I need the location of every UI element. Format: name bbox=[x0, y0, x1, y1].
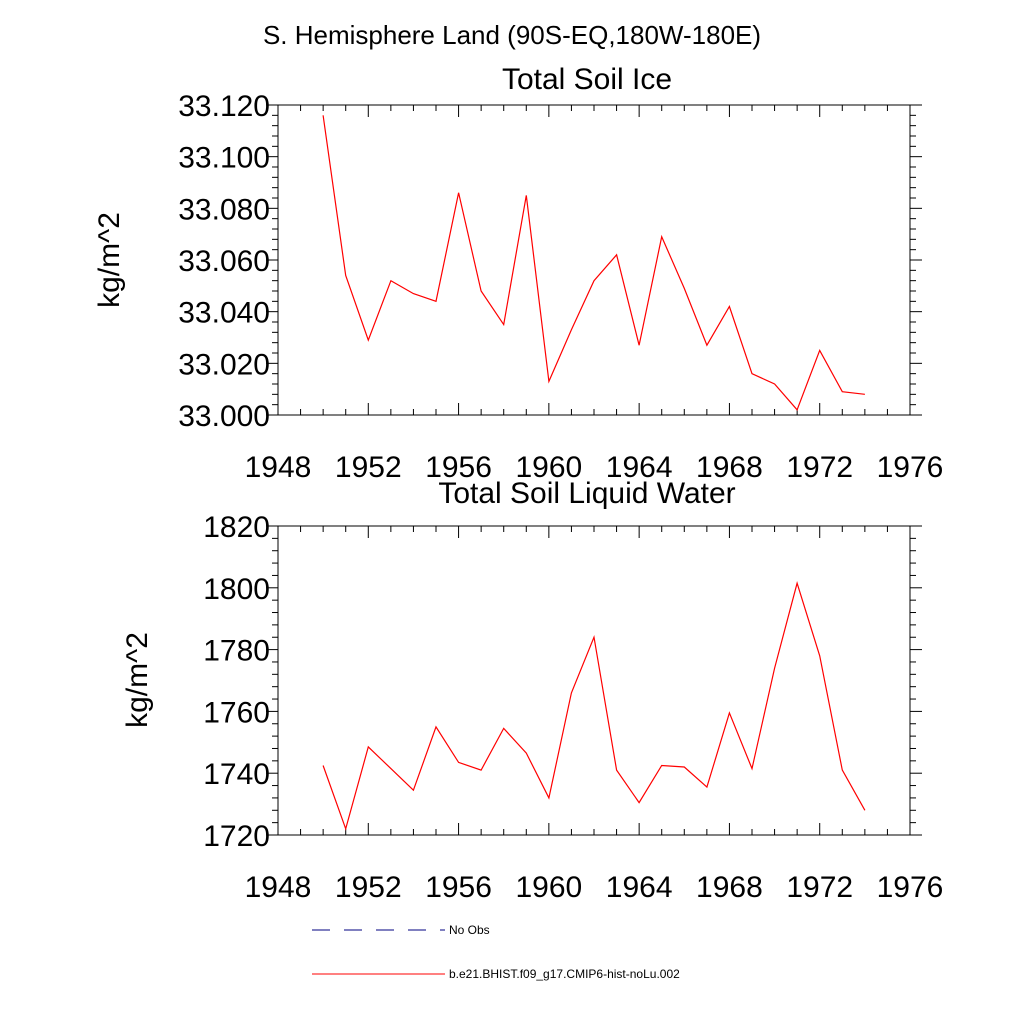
y-tick-label: 33.040 bbox=[178, 297, 270, 330]
y-tick-label: 1820 bbox=[203, 511, 270, 544]
x-tick-label: 1956 bbox=[425, 451, 492, 484]
series-line bbox=[322, 115, 865, 411]
x-tick-label: 1948 bbox=[245, 451, 312, 484]
y-tick-labels: 33.000 33.020 33.040 33.060 33.080 33.100 33.1… bbox=[178, 90, 270, 433]
x-tick-label: 1948 bbox=[245, 871, 312, 904]
x-tick-label: 1960 bbox=[515, 871, 582, 904]
y-tick-label: 33.100 bbox=[178, 142, 270, 175]
plot-frame bbox=[277, 525, 911, 836]
y-tick-label: 33.020 bbox=[178, 348, 270, 381]
x-tick-label: 1952 bbox=[335, 451, 402, 484]
x-tick-label: 1972 bbox=[786, 451, 853, 484]
x-tick-label: 1952 bbox=[335, 871, 402, 904]
legend: No Obs b.e21.BHIST.f09_g17.CMIP6-hist-no… bbox=[312, 923, 680, 981]
y-tick-label: 33.000 bbox=[178, 400, 270, 433]
y-axis-label: kg/m^2 bbox=[121, 632, 154, 728]
y-tick-label: 33.120 bbox=[178, 90, 270, 123]
y-axis-label: kg/m^2 bbox=[93, 212, 126, 308]
y-tick-label: 1800 bbox=[203, 573, 270, 606]
series-line bbox=[322, 581, 866, 831]
chart-title: Total Soil Ice bbox=[502, 63, 672, 96]
x-tick-label: 1976 bbox=[877, 871, 944, 904]
y-tick-label: 1760 bbox=[203, 696, 270, 729]
axis-ticks bbox=[266, 104, 922, 416]
series-group bbox=[322, 115, 865, 411]
y-tick-label: 1740 bbox=[203, 758, 270, 791]
x-tick-label: 1972 bbox=[786, 871, 853, 904]
chart-title: Total Soil Liquid Water bbox=[438, 477, 735, 510]
x-tick-label: 1964 bbox=[606, 451, 673, 484]
x-tick-labels: 1948 1952 1956 1960 1964 1968 1972 1976 bbox=[245, 871, 944, 904]
y-tick-label: 33.060 bbox=[178, 245, 270, 278]
axis-ticks bbox=[266, 525, 922, 836]
y-tick-labels: 1720 1740 1760 1780 1800 1820 bbox=[203, 511, 270, 853]
legend-obs-label: No Obs bbox=[449, 923, 490, 937]
y-tick-label: 1720 bbox=[203, 820, 270, 853]
series-group bbox=[322, 581, 866, 831]
x-tick-labels: 1948 1952 1956 1960 1964 1968 1972 1976 bbox=[245, 451, 944, 484]
chart-total-soil-ice: Total Soil Ice kg/m^2 1948 1952 1956 1960 19… bbox=[93, 63, 943, 484]
x-tick-label: 1968 bbox=[696, 451, 763, 484]
page-title: S. Hemisphere Land (90S-EQ,180W-180E) bbox=[263, 20, 761, 50]
y-tick-label: 33.080 bbox=[178, 193, 270, 226]
chart-total-soil-liquid-water: Total Soil Liquid Water kg/m^2 1948 1952 1… bbox=[121, 477, 943, 904]
x-tick-label: 1960 bbox=[515, 451, 582, 484]
plot-frame bbox=[277, 104, 911, 416]
y-tick-label: 1780 bbox=[203, 635, 270, 668]
legend-model-label: b.e21.BHIST.f09_g17.CMIP6-hist-noLu.002 bbox=[449, 967, 680, 981]
x-tick-label: 1976 bbox=[877, 451, 944, 484]
x-tick-label: 1968 bbox=[696, 871, 763, 904]
x-tick-label: 1964 bbox=[606, 871, 673, 904]
x-tick-label: 1956 bbox=[425, 871, 492, 904]
